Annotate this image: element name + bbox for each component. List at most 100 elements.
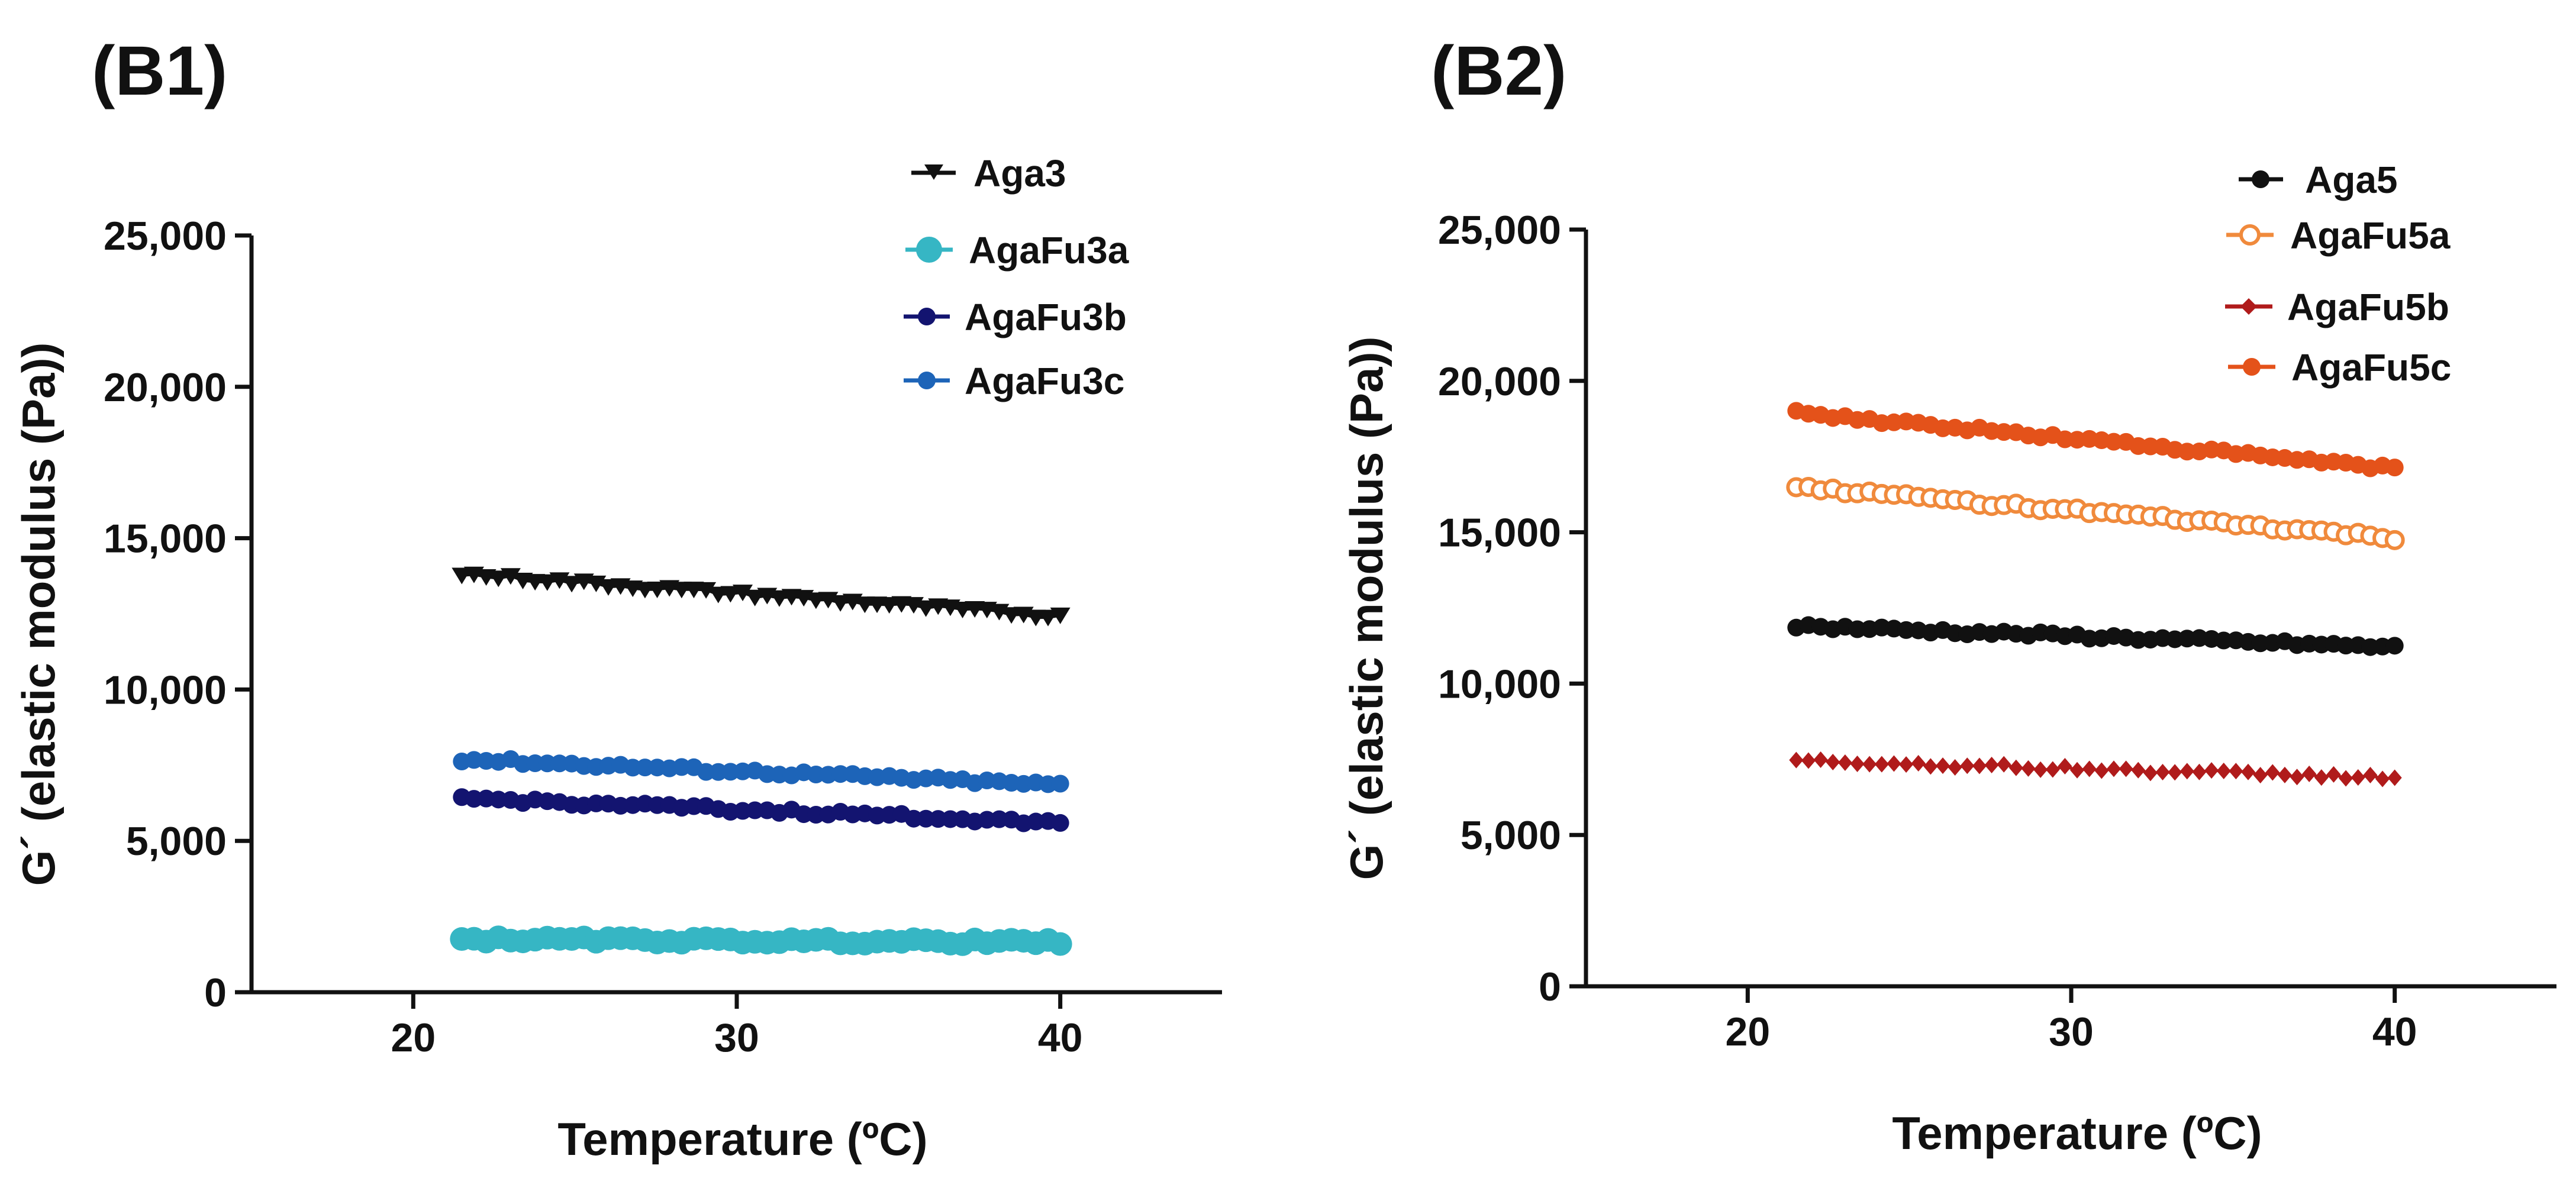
data-point — [2192, 763, 2207, 780]
legend-item-agafu5c: AgaFu5c — [2228, 346, 2451, 389]
data-point — [2290, 769, 2304, 786]
series-agafu3a — [450, 925, 1072, 956]
panel-label-b1: (B1) — [92, 32, 227, 110]
x-ticks-b1: 20 30 40 — [391, 992, 1083, 1060]
data-point — [647, 582, 668, 599]
data-point — [1936, 757, 1950, 774]
legend-marker-agafu5b — [2240, 298, 2257, 315]
data-point — [2214, 631, 2233, 650]
x-ticks-b2: 20 30 40 — [1726, 986, 2417, 1054]
data-point — [1837, 754, 1852, 772]
y-tick-label: 15,000 — [1438, 511, 1561, 556]
data-point — [1038, 609, 1059, 627]
data-point — [1051, 774, 1069, 793]
series-agafu3b — [453, 788, 1069, 832]
legend-label-agafu3b: AgaFu3b — [965, 296, 1127, 338]
series-agafu5a — [1786, 476, 2405, 550]
legend-label-agafu3a: AgaFu3a — [969, 229, 1129, 272]
legend-label-aga5: Aga5 — [2305, 159, 2398, 201]
legend-marker-agafu5a — [2239, 224, 2261, 246]
x-tick-label: 20 — [1726, 1009, 1771, 1054]
y-axis-label-b1: G´ (elastic modulus (Pa)) — [12, 343, 65, 886]
data-point — [2131, 761, 2146, 779]
series-aga5 — [1787, 616, 2404, 656]
data-point — [744, 589, 765, 606]
data-point — [2302, 766, 2317, 783]
data-point — [2351, 769, 2365, 786]
series-aga3 — [452, 566, 1071, 627]
legend-marker-agafu3c — [918, 372, 936, 389]
data-point — [562, 576, 582, 593]
data-point — [2045, 761, 2060, 778]
y-tick-label: 15,000 — [104, 517, 227, 561]
y-ticks-b1: 0 5,000 10,000 15,000 20,000 25,000 — [104, 214, 252, 1015]
x-tick-label: 20 — [391, 1015, 436, 1060]
y-tick-label: 0 — [1539, 964, 1561, 1009]
series-agafu3c — [453, 750, 1069, 793]
data-point — [941, 810, 959, 828]
legend-label-agafu5c: AgaFu5c — [2291, 346, 2451, 389]
data-point — [2082, 760, 2097, 777]
legend-item-agafu3b: AgaFu3b — [904, 296, 1127, 338]
data-point — [598, 579, 619, 596]
data-point — [1972, 757, 1987, 774]
data-point — [2265, 764, 2280, 781]
y-tick-label: 5,000 — [126, 819, 227, 864]
data-point — [2240, 763, 2255, 780]
data-point — [746, 801, 764, 819]
data-point — [1048, 932, 1072, 956]
data-point — [2119, 760, 2133, 777]
x-tick-label: 30 — [2049, 1009, 2094, 1054]
data-point — [2058, 758, 2072, 775]
legend-item-agafu3c: AgaFu3c — [904, 360, 1124, 402]
data-point — [648, 796, 666, 814]
data-point — [538, 754, 556, 773]
data-point — [2033, 761, 2048, 778]
data-point — [904, 809, 923, 828]
data-point — [2104, 433, 2123, 451]
data-point — [500, 568, 521, 585]
legend-marker-agafu5c — [2243, 358, 2261, 376]
data-point — [636, 759, 654, 777]
data-point — [526, 754, 544, 773]
data-point — [1051, 814, 1069, 832]
data-point — [1813, 751, 1828, 769]
data-point — [830, 595, 851, 612]
data-point — [624, 759, 642, 777]
data-point — [1862, 756, 1877, 773]
data-point — [1997, 756, 2011, 773]
y-tick-label: 0 — [204, 970, 227, 1015]
data-point — [2387, 769, 2402, 786]
data-point — [831, 765, 850, 783]
data-point — [2277, 766, 2292, 783]
data-point — [952, 602, 973, 619]
data-point — [2021, 760, 2036, 777]
legend-b1: Aga3 AgaFu3a AgaFu3b AgaFu3c — [904, 152, 1129, 402]
series-b1 — [450, 566, 1072, 956]
legend-marker-aga5 — [2252, 170, 2269, 188]
legend-marker-agafu3a — [916, 237, 942, 263]
data-point — [915, 600, 936, 617]
series-b2 — [1786, 402, 2405, 788]
x-tick-label: 30 — [714, 1015, 759, 1060]
data-point — [537, 574, 557, 591]
data-point — [733, 585, 753, 602]
legend-item-aga5: Aga5 — [2239, 159, 2398, 201]
data-point — [2339, 770, 2353, 787]
data-point — [1848, 620, 1866, 638]
x-tick-label: 40 — [1038, 1015, 1083, 1060]
data-point — [2216, 762, 2231, 779]
y-tick-label: 20,000 — [1438, 359, 1561, 404]
data-point — [488, 570, 509, 588]
y-axis-label-b2: G´ (elastic modulus (Pa)) — [1340, 337, 1392, 880]
data-point — [2326, 766, 2341, 783]
y-tick-label: 5,000 — [1461, 813, 1561, 858]
data-point — [1948, 759, 1962, 776]
data-point — [2094, 762, 2109, 779]
data-point — [2385, 637, 2404, 655]
data-point — [2180, 763, 2194, 780]
panel-label-b2: (B2) — [1431, 32, 1566, 110]
data-point — [2204, 762, 2219, 779]
